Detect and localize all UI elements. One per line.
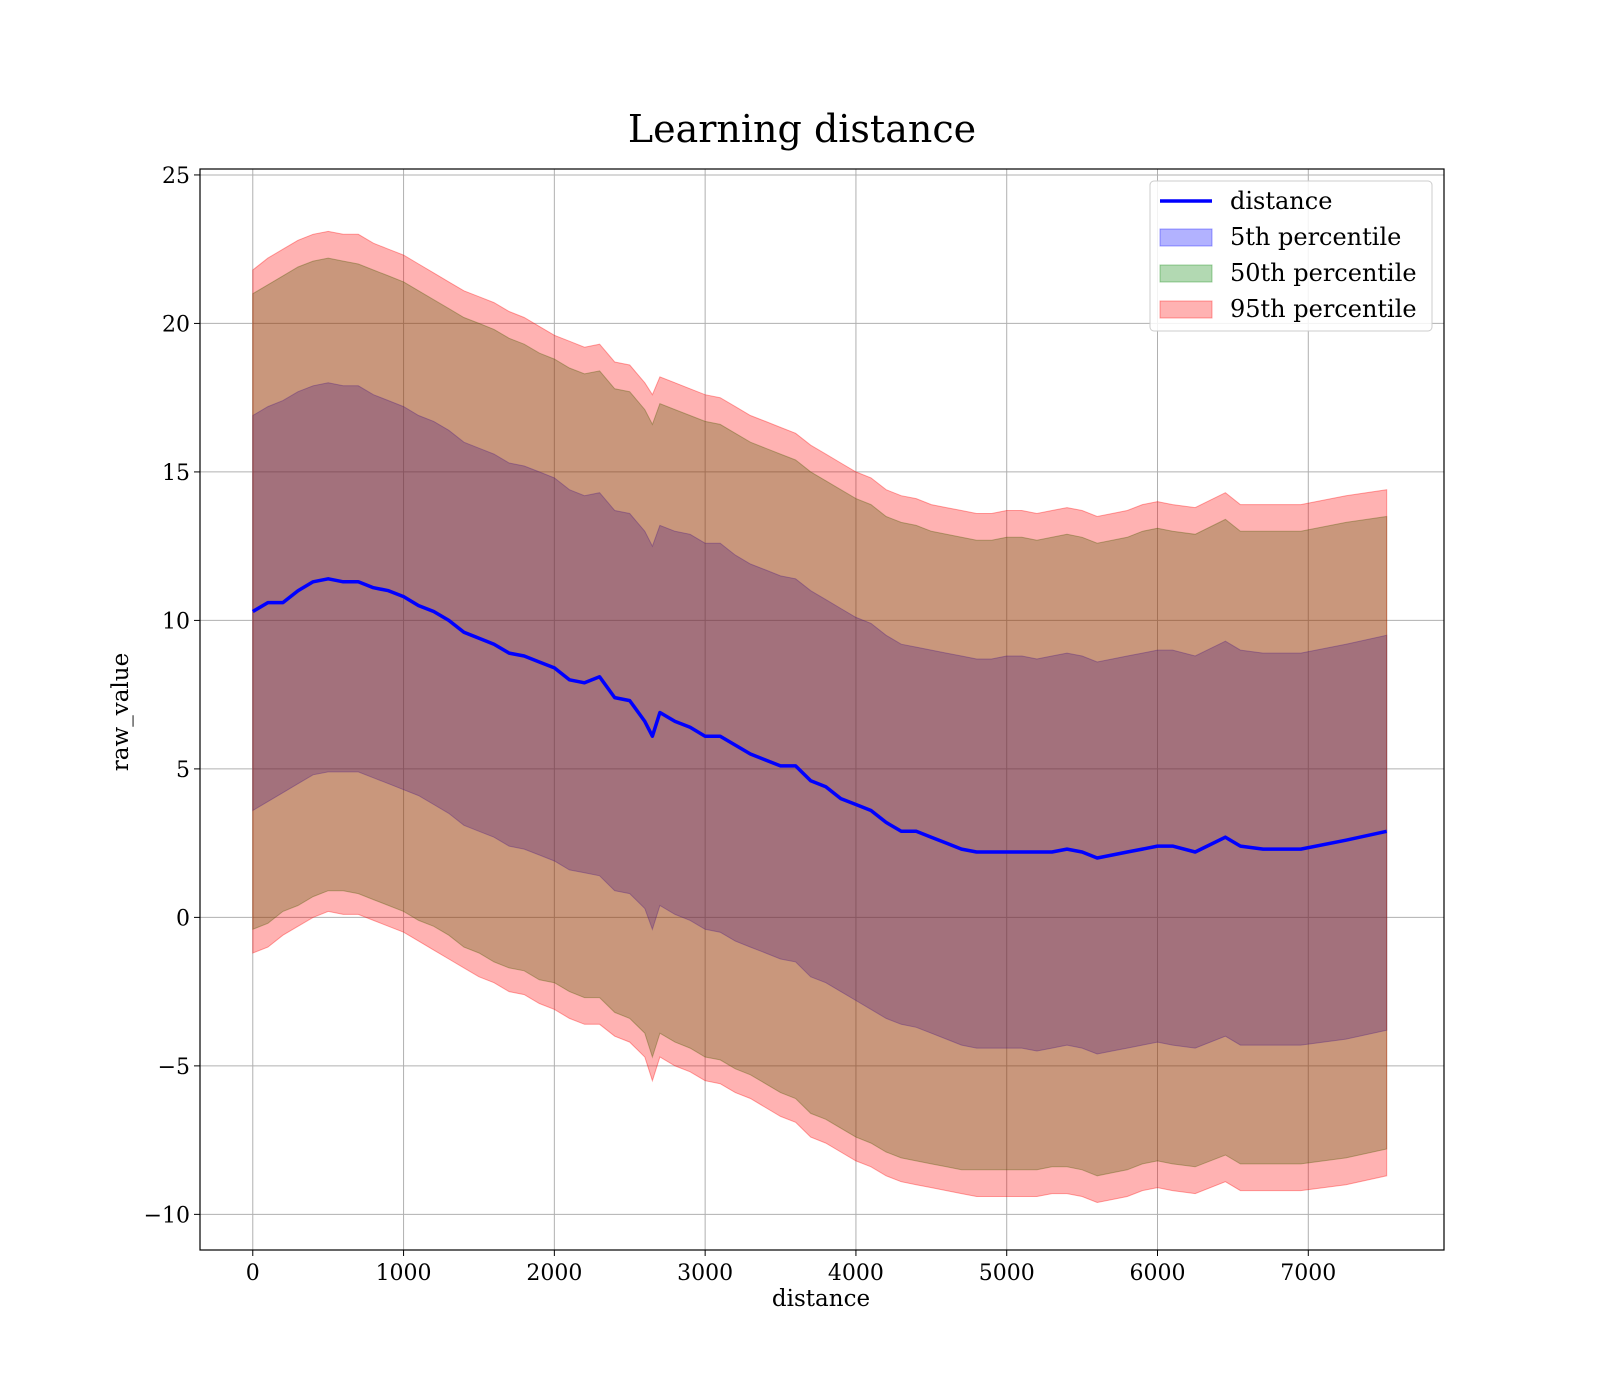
data-lines (251, 577, 1388, 860)
band-5th-percentile (252, 382, 1388, 1055)
y-tick-label: −5 (158, 1055, 190, 1080)
x-tick-label: 7000 (1280, 1261, 1336, 1286)
y-tick-label: −10 (144, 1203, 190, 1228)
legend-label-95th-percentile: 95th percentile (1230, 295, 1417, 323)
percentile-bands (252, 230, 1388, 1204)
y-tick-label: 10 (162, 609, 190, 634)
legend-label-5th-percentile: 5th percentile (1230, 223, 1401, 251)
y-tick-label: 5 (176, 758, 190, 783)
x-tick-label: 2000 (526, 1261, 582, 1286)
legend-box (1149, 180, 1433, 332)
band-95th-percentile (252, 230, 1388, 1204)
x-tick-label: 5000 (979, 1261, 1035, 1286)
plot-frame (199, 168, 1445, 1251)
x-tick-label: 4000 (828, 1261, 884, 1286)
y-axis-ticks: −10 −5 0 5 10 15 20 25 (144, 164, 200, 1228)
grid (200, 169, 1444, 1250)
chart-title: Learning distance (628, 107, 976, 151)
legend-swatch-95th-percentile (1159, 300, 1213, 319)
y-tick-label: 20 (162, 312, 190, 337)
x-axis-ticks: 0 1000 2000 3000 4000 5000 6000 7000 (246, 1250, 1336, 1286)
y-tick-label: 25 (162, 164, 190, 189)
legend-swatch-50th-percentile (1159, 264, 1213, 283)
legend-label-50th-percentile: 50th percentile (1230, 259, 1417, 287)
x-tick-label: 3000 (677, 1261, 733, 1286)
x-tick-label: 1000 (376, 1261, 432, 1286)
band-50th-percentile (252, 257, 1388, 1177)
y-tick-label: 15 (162, 461, 190, 486)
legend: distance 5th percentile 50th percentile 95t… (1149, 180, 1433, 332)
y-axis-label: raw_value (108, 653, 134, 771)
legend-label-distance: distance (1230, 187, 1332, 215)
x-tick-label: 6000 (1130, 1261, 1186, 1286)
x-axis-label: distance (772, 1286, 870, 1312)
x-tick-label: 0 (246, 1261, 260, 1286)
y-tick-label: 0 (176, 906, 190, 931)
series-line-distance (251, 577, 1388, 860)
legend-swatch-5th-percentile (1159, 228, 1213, 247)
